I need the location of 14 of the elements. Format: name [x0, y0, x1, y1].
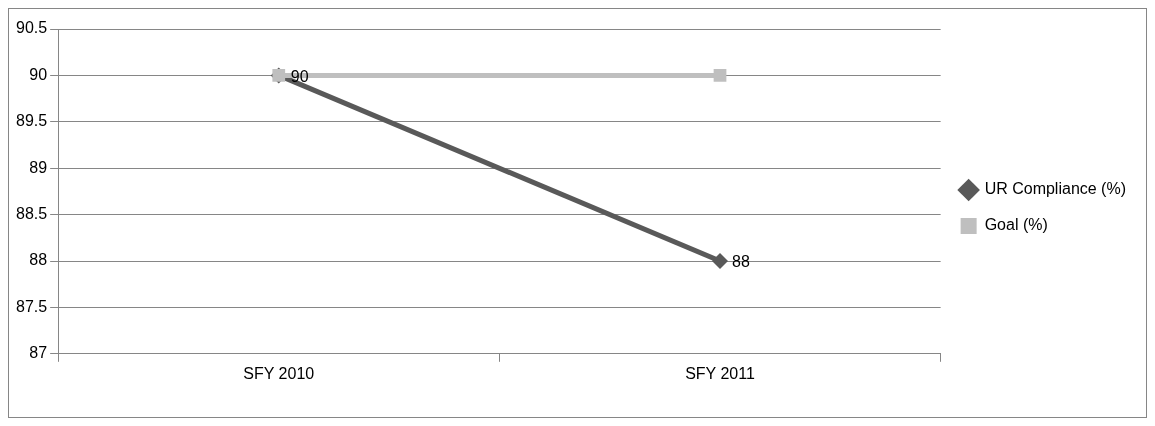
- y-tick-label: 88: [29, 251, 48, 269]
- y-tick-label: 90.5: [16, 19, 48, 37]
- y-tick-label: 90: [29, 65, 48, 83]
- x-tick-label: SFY 2010: [243, 364, 315, 382]
- data-label: 88: [732, 253, 750, 271]
- legend-label: UR Compliance (%): [984, 180, 1127, 198]
- legend-label: Goal (%): [984, 216, 1048, 234]
- y-tick-label: 89: [29, 158, 48, 176]
- y-tick-label: 87: [29, 344, 48, 362]
- data-label: 90: [290, 67, 309, 85]
- y-tick-label: 89.5: [16, 112, 48, 130]
- y-tick-label: 88.5: [16, 205, 48, 223]
- x-tick-label: SFY 2011: [685, 364, 755, 382]
- y-tick-label: 87.5: [16, 297, 48, 315]
